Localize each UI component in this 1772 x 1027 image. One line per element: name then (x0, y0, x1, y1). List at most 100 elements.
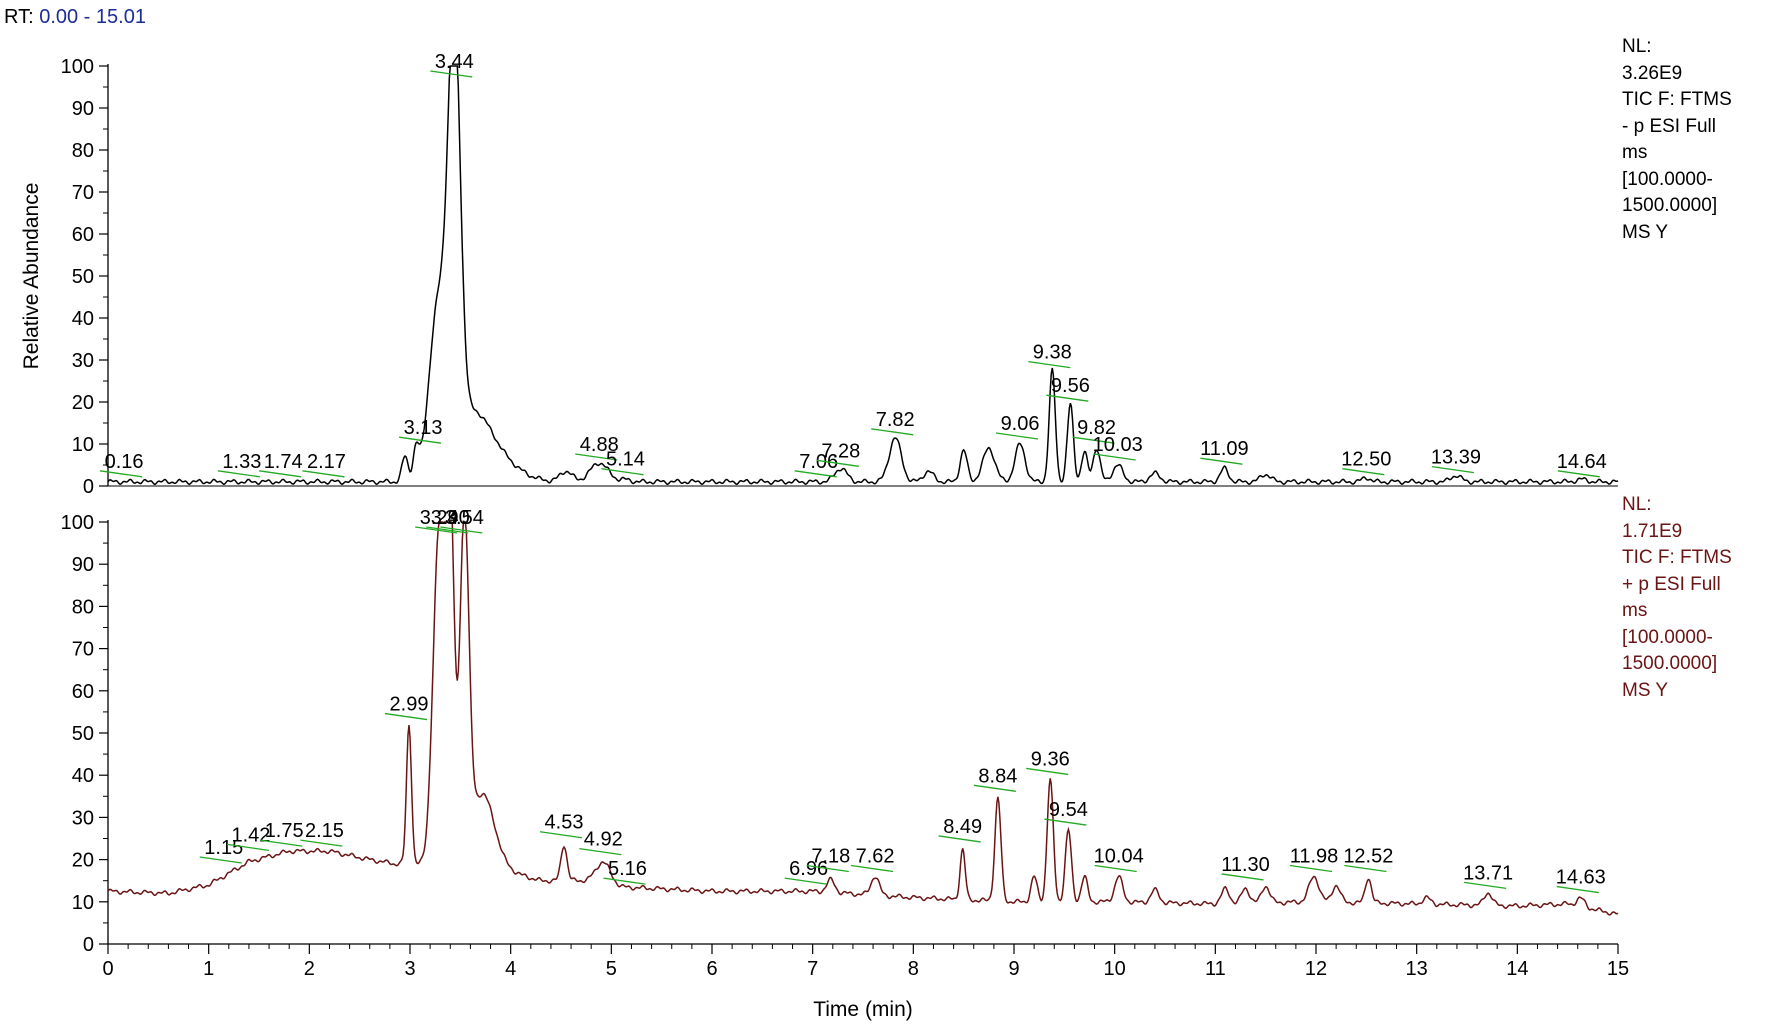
x-tick-label: 4 (505, 958, 516, 980)
peak-label: 10.03 (1093, 434, 1143, 456)
y-tick-label: 80 (72, 140, 94, 162)
peak-marker (260, 839, 303, 847)
x-tick-label: 14 (1506, 958, 1528, 980)
peak-label: 9.06 (1001, 413, 1040, 435)
peak-label: 7.18 (811, 845, 850, 867)
peak-label: 2.15 (305, 820, 344, 842)
chromatogram-trace (107, 65, 1619, 486)
x-tick-label: 12 (1305, 958, 1327, 980)
peak-label: 7.82 (876, 409, 915, 431)
y-tick-label: 0 (83, 476, 94, 498)
scan-filter-line: ms (1622, 600, 1648, 621)
peak-marker (1464, 881, 1507, 890)
y-tick-label: 10 (72, 892, 94, 914)
y-tick-label: 50 (72, 723, 94, 745)
peak-label: 1.74 (264, 451, 303, 473)
nl-label: NL: (1622, 494, 1652, 515)
scan-filter-line: [100.0000- (1622, 168, 1713, 190)
peak-label: 3.54 (445, 507, 484, 529)
x-tick-label: 1 (203, 958, 214, 980)
x-tick-label: 2 (304, 958, 315, 980)
scan-filter-line: - p ESI Full (1622, 115, 1716, 137)
peak-label: 8.49 (943, 816, 982, 838)
peak-marker (1046, 394, 1089, 402)
scan-filter-line: [100.0000- (1622, 626, 1713, 648)
peak-label: 2.99 (390, 694, 429, 716)
peak-label: 12.52 (1343, 845, 1393, 867)
y-tick-label: 10 (72, 434, 94, 456)
peak-marker (300, 839, 343, 847)
rt-range-header: RT: 0.00 - 15.01 (4, 6, 146, 29)
peak-marker (1026, 767, 1069, 776)
peak-label: 3.40 (431, 507, 470, 529)
peak-label: 9.54 (1049, 799, 1088, 821)
y-tick-label: 50 (72, 266, 94, 288)
scan-filter-line: MS Y (1622, 221, 1669, 243)
chromatogram-trace (107, 521, 1619, 916)
y-tick-label: 40 (72, 765, 94, 787)
x-tick-label: 13 (1406, 958, 1428, 980)
peak-marker (806, 864, 849, 873)
peak-marker (217, 470, 260, 478)
peak-marker (1344, 864, 1387, 873)
peak-marker (440, 526, 483, 534)
y-tick-label: 20 (72, 850, 94, 872)
scan-filter-line: TIC F: FTMS (1622, 547, 1732, 568)
x-tick-label: 11 (1205, 958, 1226, 980)
peak-marker (1221, 873, 1264, 881)
scan-filter-line: TIC F: FTMS (1622, 89, 1732, 110)
pos-scan-info: NL: 1.71E9 TIC F: FTMS + p ESI Full ms [… (1622, 492, 1732, 704)
peak-marker (938, 835, 981, 843)
scan-filter-line: MS Y (1622, 679, 1669, 701)
peak-label: 11.30 (1221, 854, 1270, 876)
peak-marker (384, 712, 428, 721)
scan-filter-line: 1500.0000] (1622, 653, 1718, 674)
y-tick-label: 100 (61, 56, 94, 78)
nl-value: 1.71E9 (1622, 520, 1683, 542)
scan-filter-line: + p ESI Full (1622, 573, 1721, 595)
x-tick-label: 5 (606, 958, 617, 980)
peak-label: 2.17 (307, 451, 346, 473)
x-tick-label: 15 (1607, 958, 1629, 980)
scan-filter-line: 1500.0000] (1622, 195, 1718, 216)
x-tick-label: 6 (706, 958, 717, 980)
peak-label: 9.38 (1033, 342, 1072, 364)
peak-marker (603, 877, 646, 885)
peak-marker (1431, 465, 1475, 474)
neg-scan-info: NL: 3.26E9 TIC F: FTMS - p ESI Full ms [… (1622, 34, 1732, 246)
negative-mode-panel: 0 10 20 30 40 50 60 70 80 90 100 Relative Abundance… (20, 51, 1619, 498)
peak-marker (1557, 470, 1600, 478)
peak-label: 0.16 (105, 451, 144, 473)
scan-filter-line: ms (1622, 142, 1648, 163)
peak-label: 3.29 (420, 507, 459, 529)
x-tick-label: 10 (1104, 958, 1126, 980)
peak-label: 10.04 (1094, 845, 1144, 867)
peak-marker (415, 526, 458, 534)
peak-marker (784, 877, 827, 885)
peak-label: 9.56 (1051, 375, 1090, 397)
peak-label: 4.53 (545, 812, 584, 834)
peak-label: 9.82 (1077, 417, 1116, 439)
y-axis-label: Relative Abundance (20, 183, 43, 370)
peak-marker (1028, 360, 1071, 369)
x-tick-label: 0 (102, 958, 113, 980)
peak-marker (226, 843, 270, 852)
y-tick-label: 90 (72, 98, 94, 120)
peak-label: 14.63 (1556, 867, 1606, 889)
x-axis-label: Time (min) (813, 998, 913, 1021)
x-tick-label: 7 (807, 958, 818, 980)
x-tick-label: 3 (404, 958, 415, 980)
peak-marker (1200, 457, 1243, 465)
peak-label: 14.64 (1557, 451, 1607, 473)
peak-label: 1.15 (204, 837, 243, 859)
peak-label: 5.16 (608, 858, 647, 880)
nl-label: NL: (1622, 36, 1652, 57)
peak-label: 13.39 (1431, 447, 1481, 469)
peak-marker (199, 856, 242, 864)
y-tick-label: 40 (72, 308, 94, 330)
peak-marker (871, 428, 914, 436)
peak-marker (1072, 436, 1115, 444)
peak-label: 12.50 (1341, 449, 1391, 471)
